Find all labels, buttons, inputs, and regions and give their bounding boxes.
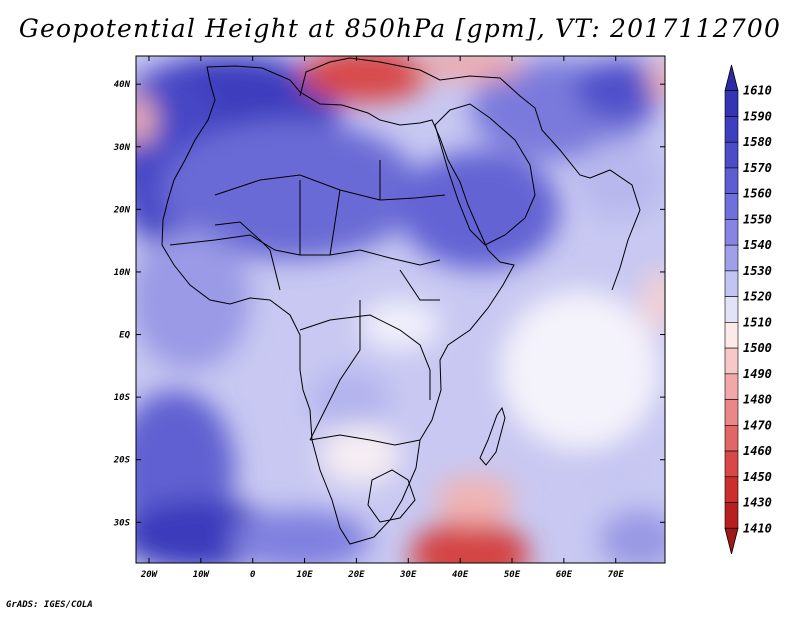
- colorbar-swatch: [724, 502, 739, 529]
- lat-axis: 40N 30N 20N 10N EQ 10S 20S 30S: [113, 80, 665, 528]
- colorbar-swatch: [724, 167, 739, 194]
- colorbar-label: 1450: [743, 470, 772, 484]
- coastlines: [161, 57, 641, 545]
- colorbar-swatch: [724, 399, 739, 426]
- lon-axis: 20W 10W 0 10E 20E 30E 40E 50E 60E 70E: [140, 56, 625, 580]
- colorbar-swatch: [724, 90, 739, 117]
- colorbar-label: 1490: [743, 367, 772, 381]
- lon-label: 40E: [452, 570, 469, 580]
- colorbar-swatch: [724, 425, 739, 452]
- lat-label: 30N: [113, 143, 131, 153]
- colorbar-label: 1470: [743, 418, 772, 432]
- lon-label: 20E: [347, 570, 365, 580]
- map-title: Geopotential Height at 850hPa [gpm], VT:…: [18, 14, 782, 43]
- colorbar-label: 1550: [743, 212, 772, 226]
- lat-label: EQ: [119, 331, 130, 341]
- colorbar-cap-top: [724, 64, 739, 92]
- colorbar-swatch: [724, 116, 739, 143]
- colorbar-swatch: [724, 219, 739, 246]
- lon-label: 0: [250, 570, 256, 580]
- lat-label: 10S: [114, 393, 131, 403]
- lon-label: 60E: [556, 570, 573, 580]
- colorbar-swatch: [724, 244, 739, 272]
- grads-credit: GrADS: IGES/COLA: [6, 600, 93, 610]
- colorbar-label: 1610: [743, 84, 772, 98]
- colorbar-label: 1410: [743, 521, 772, 535]
- lon-label: 30E: [399, 570, 417, 580]
- colorbar-cap-bottom: [724, 527, 739, 555]
- colorbar-swatch: [724, 296, 739, 323]
- colorbar-swatch: [724, 347, 739, 375]
- colorbar-label: 1480: [743, 393, 772, 407]
- lon-label: 10E: [296, 570, 313, 580]
- lon-label: 20W: [140, 570, 159, 580]
- plot-frame: [135, 55, 666, 564]
- colorbar-label: 1580: [743, 135, 772, 149]
- colorbar-label: 1540: [743, 238, 772, 252]
- lon-label: 70E: [608, 570, 625, 580]
- colorbar-label: 1460: [743, 444, 772, 458]
- colorbar-swatch: [724, 193, 739, 220]
- colorbar-label: 1530: [743, 264, 772, 278]
- colorbar-label: 1520: [743, 290, 772, 304]
- colorbar-label: 1510: [743, 315, 772, 329]
- colorbar-swatch: [724, 373, 739, 400]
- colorbar-swatch: [724, 322, 739, 349]
- lat-label: 40N: [114, 80, 131, 90]
- lon-label: 10W: [193, 570, 211, 580]
- colorbar-swatch: [724, 270, 739, 297]
- geopotential-field: [136, 56, 665, 563]
- colorbar-label: 1500: [743, 341, 772, 355]
- colorbar: 1610 1590 1580 1570 1560 1550 1540 1530 1520 1510…: [724, 64, 772, 555]
- lon-label: 50E: [504, 570, 521, 580]
- colorbar-label: 1570: [743, 161, 772, 175]
- colorbar-label: 1430: [743, 496, 772, 510]
- colorbar-label: 1590: [743, 109, 772, 123]
- lat-label: 20S: [113, 456, 131, 466]
- lat-label: 20N: [113, 205, 131, 215]
- lat-label: 30S: [113, 518, 131, 528]
- colorbar-swatch: [724, 476, 739, 503]
- colorbar-label: 1560: [743, 187, 772, 201]
- colorbar-swatch: [724, 450, 739, 478]
- colorbar-swatch: [724, 141, 739, 169]
- lat-label: 10N: [114, 268, 131, 278]
